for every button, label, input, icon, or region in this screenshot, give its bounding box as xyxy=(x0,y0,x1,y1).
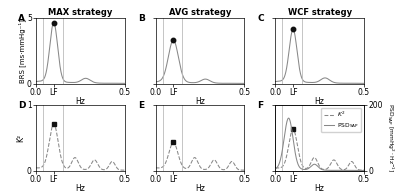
X-axis label: Hz: Hz xyxy=(315,97,325,106)
X-axis label: Hz: Hz xyxy=(195,184,205,193)
X-axis label: Hz: Hz xyxy=(75,184,85,193)
Legend: $K^2$, $\mathrm{PSD_{SAP}}$: $K^2$, $\mathrm{PSD_{SAP}}$ xyxy=(321,108,361,132)
Title: MAX strategy: MAX strategy xyxy=(48,8,112,17)
Text: D: D xyxy=(18,101,26,110)
X-axis label: Hz: Hz xyxy=(195,97,205,106)
Text: C: C xyxy=(258,14,264,23)
Y-axis label: K²: K² xyxy=(16,133,26,142)
Text: F: F xyxy=(258,101,264,110)
Title: AVG strategy: AVG strategy xyxy=(169,8,231,17)
Y-axis label: $\mathrm{PSD_{SAP}}\ [\mathrm{mmHg^2 \cdot Hz^{-1}}]$: $\mathrm{PSD_{SAP}}\ [\mathrm{mmHg^2 \cd… xyxy=(386,103,396,172)
Text: A: A xyxy=(18,14,25,23)
Text: B: B xyxy=(138,14,145,23)
X-axis label: Hz: Hz xyxy=(315,184,325,193)
Y-axis label: BRS [ms·mmHg⁻¹]: BRS [ms·mmHg⁻¹] xyxy=(18,19,26,83)
Text: E: E xyxy=(138,101,144,110)
Title: WCF strategy: WCF strategy xyxy=(288,8,352,17)
X-axis label: Hz: Hz xyxy=(75,97,85,106)
